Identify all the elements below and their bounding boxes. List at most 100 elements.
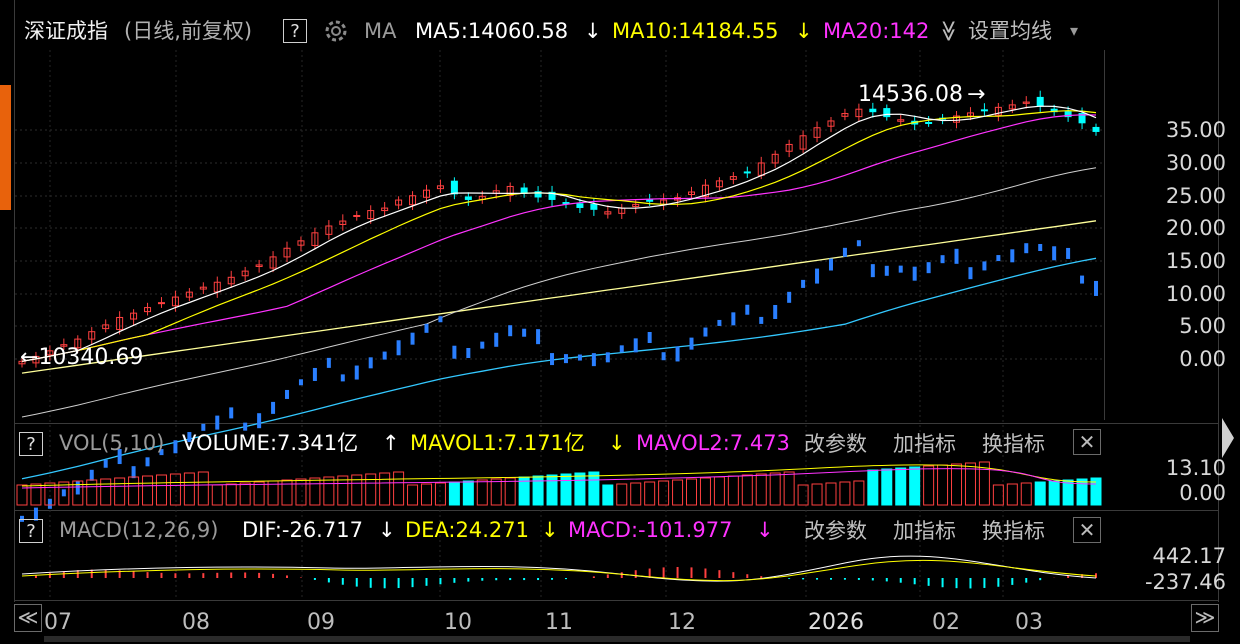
candle-body bbox=[869, 108, 877, 113]
secondary-candle bbox=[563, 354, 568, 364]
main-help-button[interactable]: ? bbox=[283, 19, 307, 43]
volume-bar bbox=[295, 478, 307, 506]
high-price-label: 14536.08 → bbox=[858, 82, 986, 107]
volume-arrow: ↑ bbox=[382, 431, 400, 455]
volume-bar bbox=[30, 483, 42, 506]
candle-body bbox=[339, 220, 347, 225]
volume-bar bbox=[532, 475, 544, 506]
ma-settings-dropdown[interactable]: 设置均线 bbox=[968, 19, 1052, 43]
candle-body bbox=[74, 338, 82, 349]
secondary-candle bbox=[912, 266, 917, 281]
volume-bar bbox=[183, 472, 195, 506]
secondary-candle bbox=[745, 304, 750, 315]
secondary-candle bbox=[1052, 246, 1057, 261]
price-tick: 10.00 bbox=[1165, 282, 1226, 306]
volume-bar bbox=[811, 483, 823, 506]
ma10-value: MA10:14184.55 bbox=[612, 19, 779, 43]
gear-icon[interactable] bbox=[322, 17, 350, 45]
macd-add-indicator-button[interactable]: 加指标 bbox=[893, 519, 956, 543]
ma120-line bbox=[21, 257, 1097, 480]
ma250-line bbox=[21, 220, 1097, 374]
secondary-candle bbox=[117, 449, 122, 465]
secondary-candle bbox=[20, 515, 24, 522]
right-panel-toggle[interactable] bbox=[1222, 418, 1234, 458]
secondary-candle bbox=[577, 354, 582, 361]
volume-bar bbox=[72, 480, 84, 506]
price-tick: 20.00 bbox=[1165, 216, 1226, 240]
volume-help-button[interactable]: ? bbox=[19, 432, 43, 456]
secondary-candle bbox=[591, 353, 596, 367]
candle-body bbox=[883, 108, 891, 118]
volume-switch-indicator-button[interactable]: 换指标 bbox=[982, 432, 1045, 456]
volume-bar bbox=[1020, 482, 1032, 506]
index-name: 深证成指 bbox=[24, 19, 108, 43]
volume-bar bbox=[686, 478, 698, 506]
volume-bar bbox=[546, 474, 558, 506]
secondary-candle bbox=[480, 341, 485, 349]
secondary-candle bbox=[759, 316, 764, 324]
scroll-left-button[interactable]: ≪ bbox=[14, 604, 42, 632]
candle-body bbox=[1078, 113, 1086, 124]
candle-body bbox=[520, 187, 528, 194]
candle-body bbox=[897, 119, 905, 122]
scrollbar[interactable] bbox=[44, 636, 1190, 642]
secondary-candle bbox=[326, 357, 331, 368]
candle-body bbox=[311, 232, 319, 246]
scroll-right-button[interactable]: ≫ bbox=[1191, 604, 1219, 632]
volume-bar bbox=[574, 472, 586, 506]
volume-edit-params-button[interactable]: 改参数 bbox=[804, 432, 867, 456]
secondary-candle bbox=[368, 357, 373, 369]
secondary-candle bbox=[215, 415, 220, 430]
candle-body bbox=[157, 302, 165, 305]
secondary-candle bbox=[787, 291, 792, 303]
volume-axis-bottom: 0.00 bbox=[1179, 481, 1226, 505]
secondary-candle bbox=[298, 379, 303, 386]
candle-body bbox=[534, 191, 542, 198]
x-axis-label: 2026 bbox=[808, 610, 864, 635]
macd-help-button[interactable]: ? bbox=[19, 519, 43, 543]
candle-body bbox=[632, 203, 640, 208]
volume-bar bbox=[393, 471, 405, 506]
macd-switch-indicator-button[interactable]: 换指标 bbox=[982, 519, 1045, 543]
volume-bar bbox=[783, 471, 795, 506]
candle-body bbox=[1064, 111, 1072, 118]
secondary-candle bbox=[159, 449, 164, 456]
volume-bar bbox=[853, 480, 865, 506]
candle-body bbox=[395, 199, 403, 206]
volume-bar bbox=[490, 478, 502, 506]
secondary-candle bbox=[243, 422, 248, 431]
volume-close-button[interactable]: ✕ bbox=[1073, 429, 1101, 455]
volume-bar bbox=[16, 484, 28, 506]
secondary-candle bbox=[647, 331, 652, 343]
dropdown-caret-icon[interactable]: ▾ bbox=[1070, 21, 1079, 40]
candle-body bbox=[688, 191, 696, 195]
macd-close-button[interactable]: ✕ bbox=[1073, 517, 1101, 543]
candle-body bbox=[604, 211, 612, 215]
candle-body bbox=[799, 135, 807, 150]
ma10-line bbox=[21, 110, 1097, 362]
volume-bar bbox=[978, 461, 990, 506]
price-tick: 30.00 bbox=[1165, 151, 1226, 175]
volume-bar bbox=[448, 481, 460, 506]
secondary-candle bbox=[689, 337, 694, 350]
volume-add-indicator-button[interactable]: 加指标 bbox=[893, 432, 956, 456]
secondary-candle bbox=[856, 240, 861, 247]
candle-body bbox=[88, 331, 96, 340]
volume-bar bbox=[420, 483, 432, 506]
macd-axis-bottom: -237.46 bbox=[1144, 570, 1226, 594]
secondary-candle bbox=[466, 348, 471, 358]
macd-indicator-name: MACD(12,26,9) bbox=[59, 518, 219, 542]
secondary-candle bbox=[508, 325, 513, 337]
candle-body bbox=[953, 115, 961, 123]
candle-body bbox=[18, 360, 26, 365]
volume-bar bbox=[1090, 477, 1102, 506]
macd-edit-params-button[interactable]: 改参数 bbox=[804, 519, 867, 543]
candle-body bbox=[227, 276, 235, 285]
candle-body bbox=[409, 195, 417, 206]
low-arrow: ← bbox=[20, 345, 39, 370]
candle-body bbox=[785, 143, 793, 152]
candle-body bbox=[464, 196, 472, 200]
secondary-candle bbox=[229, 407, 234, 419]
secondary-candle bbox=[271, 401, 276, 414]
